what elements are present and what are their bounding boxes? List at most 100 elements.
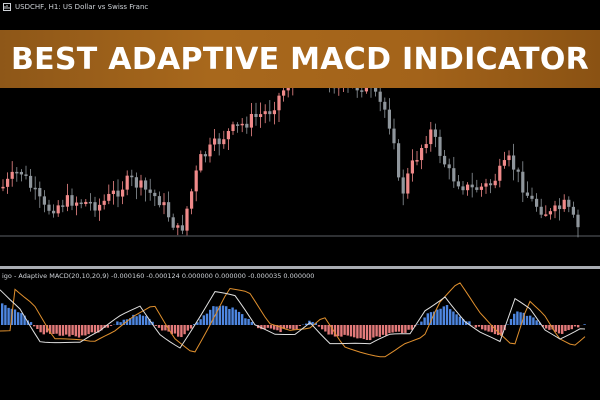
histogram-bar (273, 325, 276, 330)
histogram-bar (532, 317, 535, 325)
candle-body (401, 177, 405, 194)
candle-body (93, 202, 97, 211)
histogram-bar (314, 322, 317, 325)
candle-body (406, 173, 410, 194)
histogram-bar (292, 325, 295, 330)
headline-text: BEST ADAPTIVE MACD INDICATOR (10, 41, 590, 77)
candle-body (553, 205, 557, 212)
candle-body (521, 171, 525, 193)
histogram-bar (7, 307, 10, 325)
candle-body (134, 177, 138, 188)
macd-canvas (0, 282, 586, 358)
histogram-bar (161, 325, 164, 331)
histogram-bar (33, 325, 36, 327)
candle-body (111, 190, 115, 194)
candle-body (236, 124, 240, 126)
candle-body (438, 136, 442, 156)
candle-body (383, 101, 387, 110)
histogram-bar (260, 325, 263, 330)
histogram-bar (225, 306, 228, 325)
candle-body (433, 129, 437, 137)
candle-body (199, 154, 203, 171)
candle-body (52, 210, 56, 214)
candle-body (452, 168, 456, 182)
candle-body (203, 154, 207, 157)
histogram-bar (567, 325, 570, 331)
histogram-bar (180, 325, 183, 338)
candle-body (355, 85, 359, 91)
candle-body (498, 165, 502, 181)
histogram-bar (554, 325, 557, 332)
histogram-bar (522, 312, 525, 325)
candle-body (479, 186, 483, 190)
histogram-bar (205, 313, 209, 325)
candle-body (548, 211, 552, 215)
histogram-bar (186, 325, 189, 331)
candle-body (567, 199, 571, 207)
candle-body (121, 189, 125, 197)
histogram-bar (401, 325, 404, 334)
candle-body (254, 113, 258, 117)
histogram-bar (193, 324, 196, 325)
histogram-bar (535, 320, 538, 325)
histogram-bar (135, 316, 138, 325)
histogram-bar (397, 325, 401, 332)
candle-body (139, 180, 143, 188)
candle-body (502, 160, 506, 166)
histogram-bar (561, 325, 564, 334)
histogram-bar (42, 325, 45, 335)
candle-body (277, 95, 281, 111)
histogram-bar (212, 306, 215, 325)
histogram-bar (209, 309, 212, 325)
histogram-bar (266, 325, 269, 328)
histogram-bar (177, 325, 180, 337)
histogram-bar (513, 313, 516, 325)
candle-body (1, 186, 5, 189)
histogram-bar (157, 325, 161, 328)
histogram-bar (429, 312, 433, 325)
candle-body (466, 184, 470, 191)
macd-indicator-pane[interactable] (0, 269, 600, 400)
candle-body (263, 111, 267, 115)
histogram-bar (282, 325, 285, 329)
candle-body (42, 196, 46, 205)
candle-body (157, 196, 161, 206)
candle-body (286, 86, 290, 91)
histogram-bar (279, 325, 282, 333)
histogram-bar (285, 325, 289, 329)
histogram-bar (221, 305, 225, 325)
candle-body (19, 171, 23, 175)
candle-body (539, 206, 543, 215)
candle-body (65, 195, 69, 207)
histogram-bar (442, 306, 445, 325)
histogram-bar (548, 325, 551, 330)
histogram-bar (545, 325, 548, 329)
candle-body (374, 87, 378, 92)
histogram-bar (372, 325, 375, 338)
pane-separator[interactable] (0, 266, 600, 269)
price-chart-pane[interactable] (0, 0, 600, 266)
histogram-bar (183, 325, 186, 335)
histogram-bar (583, 324, 586, 325)
histogram-bar (423, 317, 426, 325)
histogram-bar (381, 325, 385, 335)
histogram-bar (119, 322, 122, 325)
candle-body (167, 202, 171, 218)
histogram-bar (29, 322, 33, 325)
histogram-bar (497, 325, 500, 336)
histogram-bar (426, 313, 429, 325)
candle-body (378, 91, 382, 102)
histogram-bar (359, 325, 362, 339)
histogram-bar (557, 325, 561, 334)
histogram-bar (317, 325, 321, 327)
candle-body (447, 164, 451, 169)
candle-body (516, 169, 520, 172)
candle-body (410, 160, 414, 174)
histogram-bar (36, 325, 39, 329)
histogram-bar (385, 325, 388, 336)
candle-body (231, 124, 235, 131)
histogram-bar (52, 325, 55, 334)
histogram-bar (519, 312, 522, 325)
candle-body (475, 187, 479, 190)
macd-signal-line (0, 282, 586, 358)
